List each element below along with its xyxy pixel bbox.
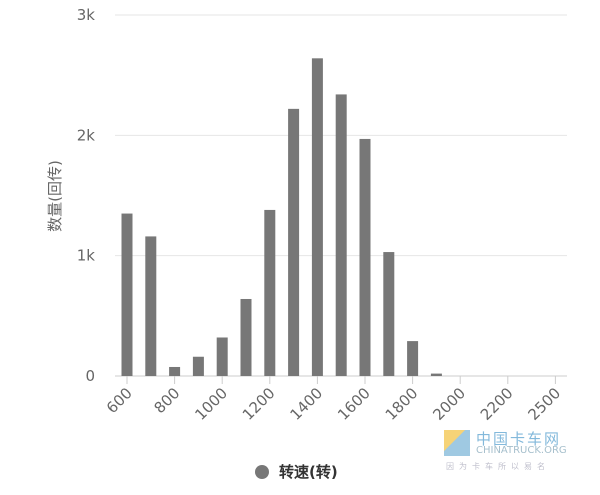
bar-1600: [359, 138, 371, 376]
bar-1500: [335, 94, 347, 377]
bar-700: [145, 236, 157, 376]
watermark-line3: 因为卡车所以易名: [446, 462, 550, 471]
x-tick-label: 2000: [429, 384, 469, 424]
bar-1800: [407, 341, 419, 376]
x-tick-label: 600: [103, 384, 136, 417]
x-tick-label: 2500: [524, 384, 564, 424]
bar-1900: [430, 373, 442, 376]
x-tick-label: 800: [150, 384, 183, 417]
bar-1100: [240, 298, 252, 376]
bar-1400: [311, 58, 323, 376]
legend-label: 转速(转): [279, 463, 338, 481]
y-axis-label: 数量(回传): [46, 160, 64, 232]
bar-1300: [288, 108, 300, 377]
bar-800: [169, 366, 181, 376]
bar-900: [192, 356, 204, 376]
x-tick-label: 1400: [286, 384, 326, 424]
x-tick-label: 1600: [334, 384, 374, 424]
bar-1700: [383, 252, 395, 376]
bar-1200: [264, 209, 276, 376]
watermark-logo: 中国卡车网 CHINATRUCK.ORG 因为卡车所以易名: [444, 428, 594, 476]
x-tick-label: 2200: [477, 384, 517, 424]
y-tick-label: 2k: [77, 126, 96, 144]
x-tick-label: 1800: [382, 384, 422, 424]
watermark-line1: 中国卡车网: [476, 430, 562, 448]
legend-marker: [255, 464, 269, 479]
y-tick-label: 1k: [77, 247, 96, 265]
legend[interactable]: 转速(转): [255, 461, 338, 482]
watermark-line2: CHINATRUCK.ORG: [476, 445, 567, 456]
x-tick-label: 1000: [191, 384, 231, 424]
y-tick-label: 0: [85, 367, 95, 385]
y-tick-label: 3k: [77, 6, 96, 24]
bar-600: [121, 213, 133, 376]
watermark-cube-icon: [444, 430, 470, 456]
bar-1000: [216, 337, 228, 376]
x-tick-label: 1200: [239, 384, 279, 424]
